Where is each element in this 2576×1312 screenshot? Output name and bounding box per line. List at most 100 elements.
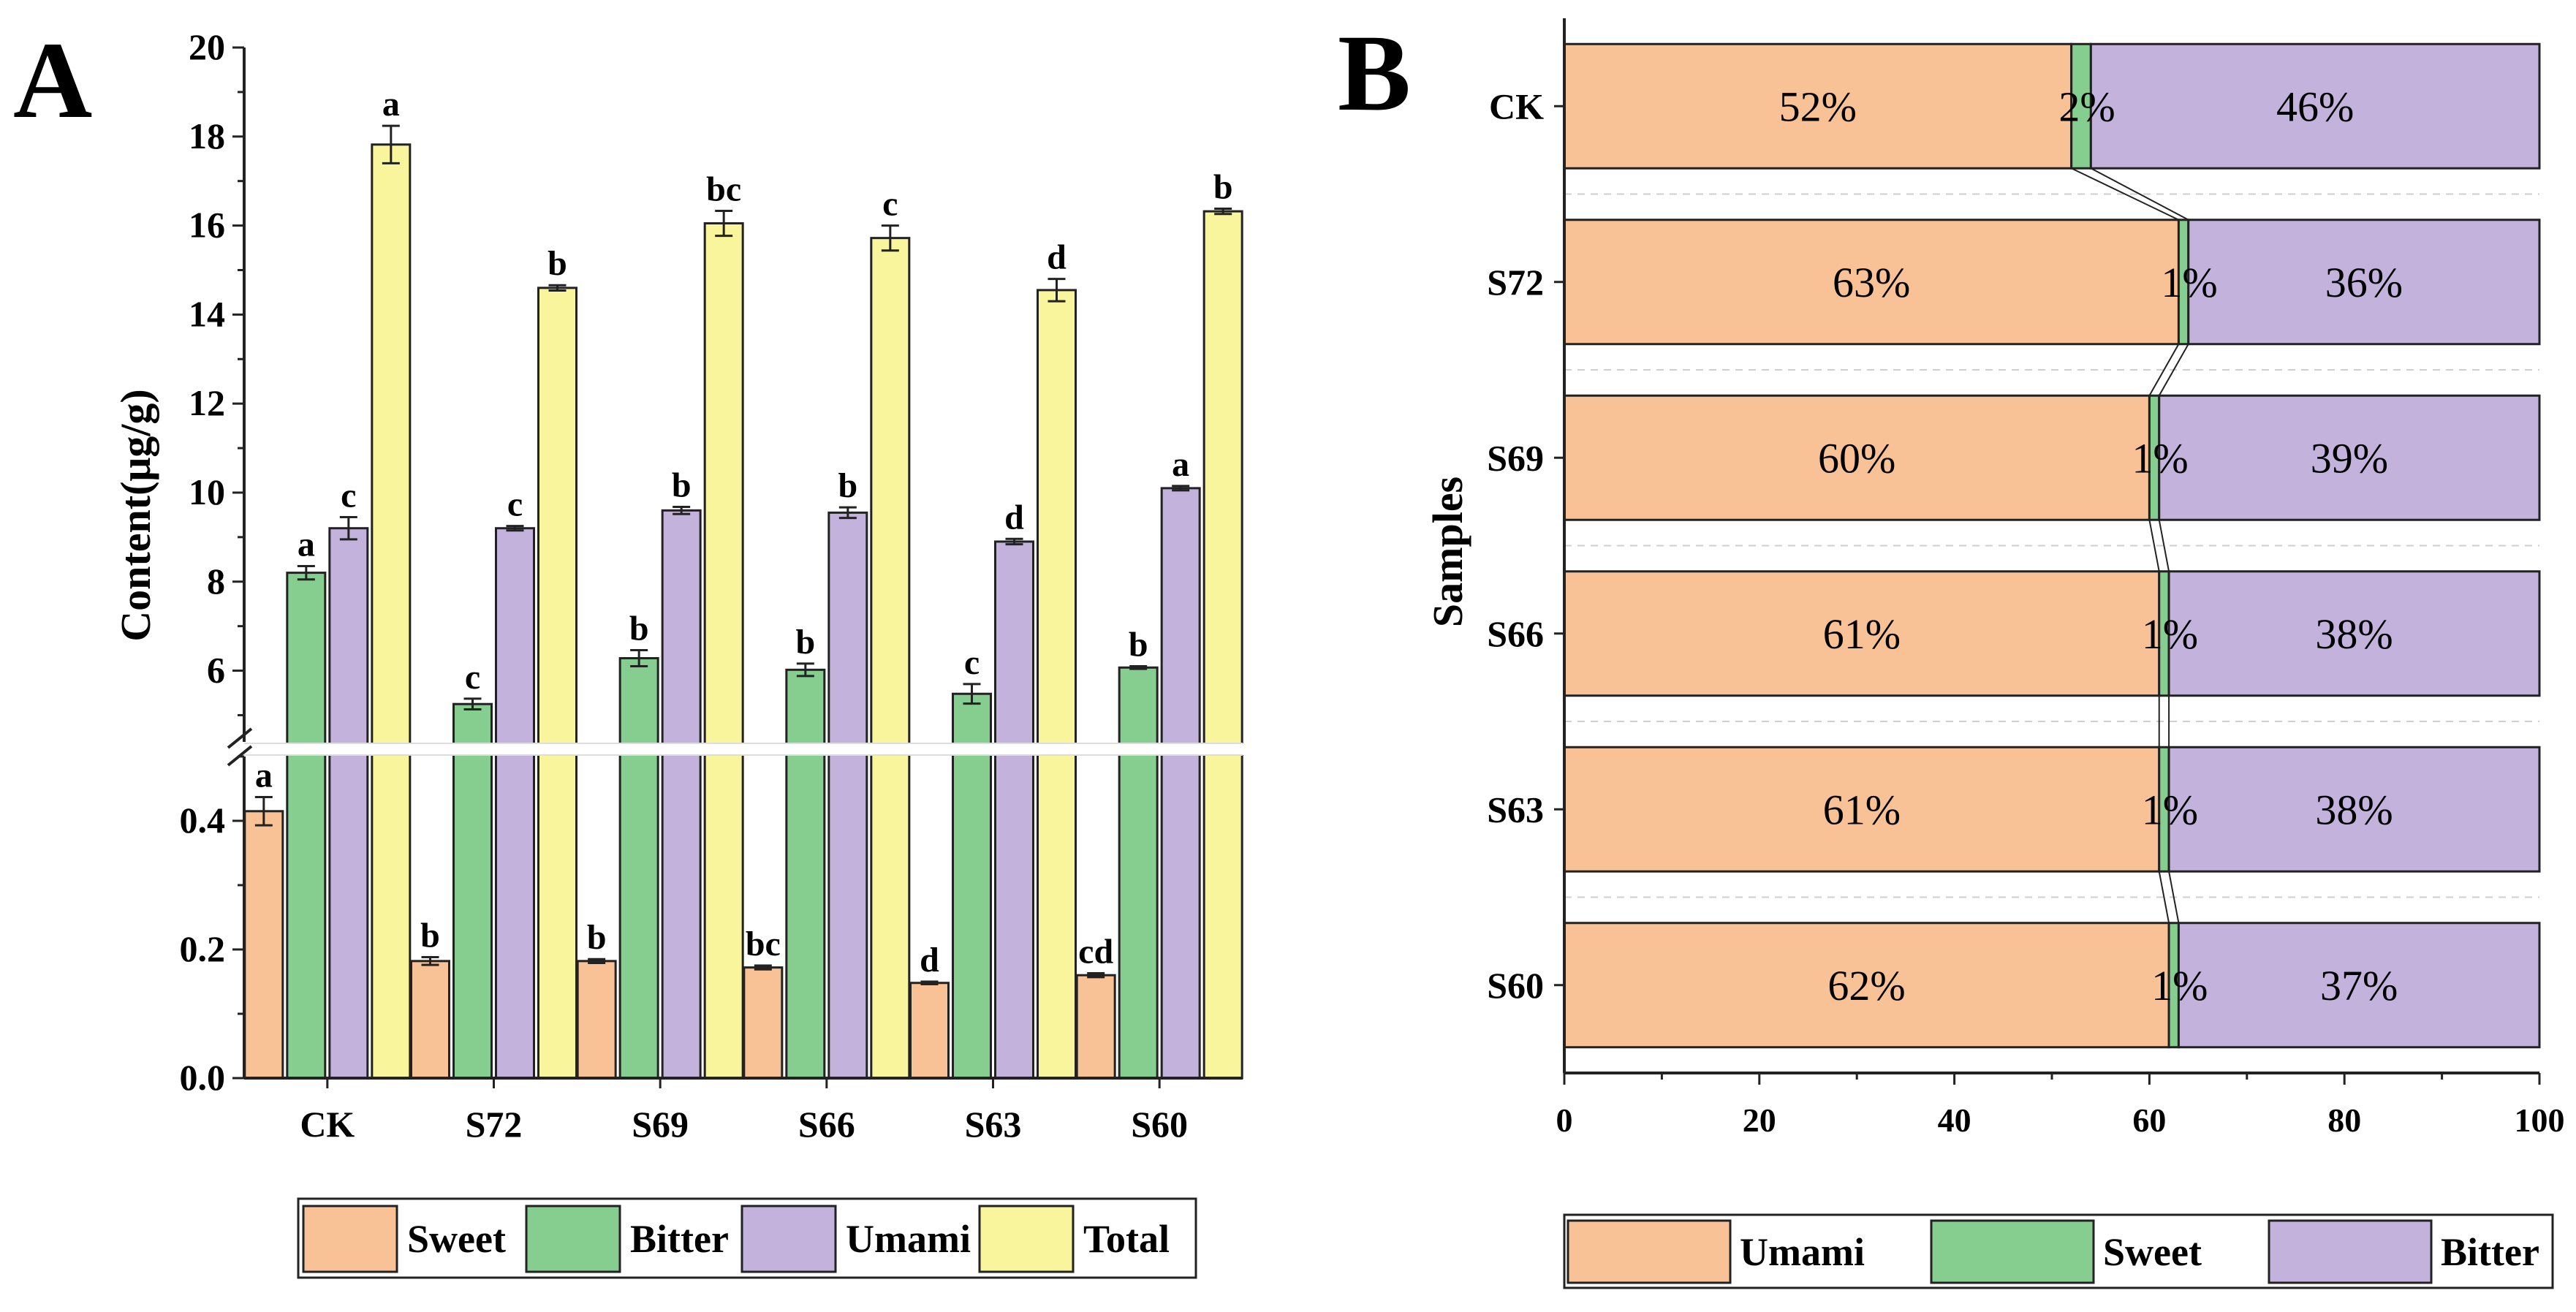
sig-label-bitter-s66: b: [795, 623, 815, 661]
segment-umami-s72: [1563, 219, 2180, 346]
x-tick-label: 0: [1556, 1101, 1573, 1139]
pct-label-umami-s63: 61%: [1823, 786, 1901, 833]
pct-label-bitter-s69: 39%: [2311, 434, 2388, 482]
pct-label-sweet-s66: 1%: [2142, 610, 2198, 658]
y-tick-label-ck: CK: [1489, 86, 1544, 126]
pct-label-sweet-s63: 1%: [2142, 786, 2198, 833]
bar-total-s63: [1037, 289, 1077, 1080]
sig-label-umami-s66: b: [838, 466, 857, 505]
x-tick-label: 60: [2132, 1101, 2166, 1139]
connector-line: [2168, 871, 2180, 923]
segment-bitter-s72: [2187, 219, 2541, 346]
pct-label-bitter-s72: 36%: [2325, 259, 2403, 306]
legend-label-umami: Umami: [846, 1217, 971, 1261]
y-tick-label-upper: 20: [189, 26, 225, 67]
pct-label-umami-ck: 52%: [1779, 83, 1857, 130]
legend-swatch-sweet: [302, 1205, 398, 1273]
x-tick-label-ck: CK: [300, 1104, 355, 1145]
panel-a-ylabel: Content(μg/g): [112, 389, 159, 641]
bar-umami-ck: [328, 527, 369, 1080]
panel-b-ylabel: Samples: [1424, 477, 1471, 627]
pct-label-sweet-s69: 1%: [2132, 434, 2188, 482]
connector-line: [2071, 167, 2179, 221]
y-tick-label-upper: 6: [207, 650, 225, 691]
sig-label-bitter-ck: a: [298, 525, 315, 564]
segment-bitter-s60: [2177, 922, 2541, 1049]
sig-label-total-s60: b: [1213, 167, 1233, 206]
bar-bitter-s63: [952, 692, 992, 1080]
bar-umami-s63: [994, 540, 1034, 1080]
sig-label-sweet-s63: d: [920, 941, 939, 979]
x-tick-label: 100: [2515, 1101, 2565, 1139]
bar-bitter-ck: [286, 572, 327, 1080]
sig-label-bitter-s69: b: [629, 610, 649, 648]
bar-umami-s72: [495, 527, 535, 1080]
sig-label-umami-s69: b: [672, 466, 692, 504]
panel-b-stacked-bar-chart: 52% 2% 46% CK 63% 1% 36% S72 60% 1% 39% S69 61% 1% 38%…: [1487, 18, 2565, 1289]
legend-swatch-umami: [1567, 1219, 1732, 1284]
bar-total-s69: [703, 222, 744, 1080]
bar-total-s72: [537, 287, 577, 1080]
sig-label-total-ck: a: [382, 85, 400, 124]
x-tick-label: 40: [1938, 1101, 1971, 1139]
segment-umami-s69: [1563, 394, 2151, 521]
connector-line: [2090, 167, 2189, 221]
legend-label-bitter: Bitter: [2441, 1230, 2539, 1274]
y-tick-label-s66: S66: [1487, 613, 1544, 654]
legend-swatch-bitter: [525, 1205, 621, 1273]
y-tick-label-lower: 0.4: [180, 800, 226, 841]
panel-b-letter: B: [1338, 12, 1411, 134]
legend-label-sweet: Sweet: [407, 1217, 506, 1261]
legend-swatch-umami: [740, 1205, 837, 1273]
connector-line: [2158, 520, 2170, 572]
pct-label-sweet-ck: 2%: [2058, 83, 2115, 130]
y-tick-label-upper: 12: [189, 382, 225, 423]
segment-umami-ck: [1563, 42, 2073, 170]
bar-sweet-s66: [743, 966, 784, 1080]
pct-label-bitter-s63: 38%: [2315, 786, 2393, 833]
x-tick-label: 20: [1743, 1101, 1776, 1139]
y-tick-label-upper: 14: [189, 293, 225, 334]
x-tick-label: 80: [2327, 1101, 2361, 1139]
y-tick-label-upper: 18: [189, 115, 225, 156]
sig-label-bitter-s63: c: [964, 643, 980, 682]
axis-break-band: [230, 743, 1250, 755]
y-tick-label-upper: 16: [189, 205, 225, 246]
segment-bitter-ck: [2089, 42, 2541, 170]
x-tick-label-s60: S60: [1131, 1104, 1188, 1145]
pct-label-bitter-ck: 46%: [2276, 83, 2354, 130]
panel-a-letter: A: [13, 20, 92, 141]
bar-sweet-s63: [909, 982, 950, 1080]
sig-label-umami-s63: d: [1004, 498, 1024, 536]
connector-line: [2148, 344, 2180, 396]
y-tick-label-s63: S63: [1487, 789, 1544, 830]
bar-bitter-s69: [618, 657, 659, 1080]
legend-label-bitter: Bitter: [630, 1217, 729, 1261]
segment-bitter-s66: [2167, 570, 2541, 697]
bar-bitter-s66: [785, 668, 826, 1080]
legend-label-sweet: Sweet: [2103, 1230, 2202, 1274]
sig-label-sweet-ck: a: [255, 756, 273, 795]
panel-a-bar-chart: aacaCKbccbS72bbbbcS69bcbbcS66dcddS63cdba…: [180, 26, 1250, 1279]
bar-sweet-s72: [410, 960, 450, 1080]
segment-bitter-s63: [2167, 746, 2541, 873]
y-tick-label-lower: 0.0: [180, 1057, 226, 1098]
y-tick-label-s69: S69: [1487, 437, 1544, 478]
sig-label-sweet-s72: b: [420, 917, 440, 955]
legend-swatch-total: [978, 1205, 1075, 1273]
sig-label-bitter-s60: b: [1129, 625, 1148, 664]
legend-swatch-sweet: [1930, 1219, 2095, 1284]
y-tick-label-s60: S60: [1487, 965, 1544, 1006]
pct-label-umami-s66: 61%: [1823, 610, 1901, 658]
pct-label-umami-s72: 63%: [1833, 259, 1910, 306]
bar-total-s66: [870, 237, 911, 1080]
panel-b-legend: Umami Sweet Bitter: [1563, 1213, 2554, 1289]
bar-sweet-ck: [243, 810, 284, 1080]
x-tick-label-s63: S63: [965, 1104, 1022, 1145]
bar-umami-s66: [827, 511, 868, 1080]
x-tick-label-s72: S72: [466, 1104, 523, 1145]
y-tick-label-s72: S72: [1487, 262, 1544, 303]
y-tick-label-upper: 10: [189, 471, 225, 512]
legend-label-total: Total: [1083, 1217, 1170, 1261]
